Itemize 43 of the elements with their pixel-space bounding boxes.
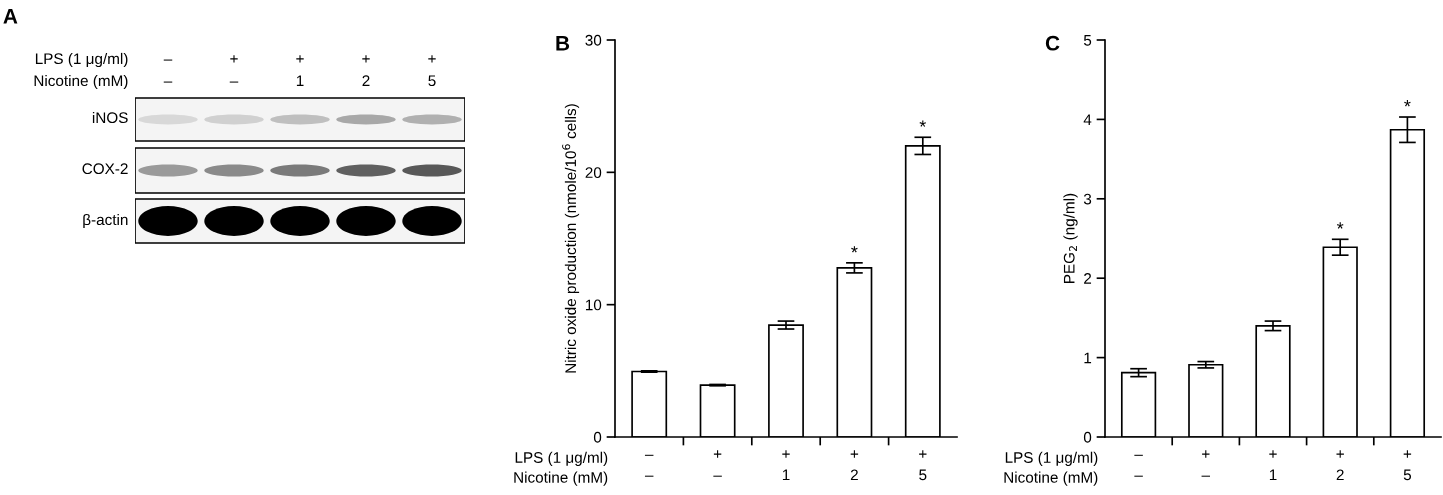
category-label: + –	[229, 55, 239, 83]
annotation: *	[851, 246, 858, 253]
y-tick-label: 3	[1083, 193, 1092, 205]
text: β-actin	[83, 213, 128, 229]
annotation: *	[919, 120, 927, 127]
x-tick-label: + 1	[1269, 450, 1277, 481]
chart-title: B	[556, 36, 570, 51]
text: iNOS	[92, 111, 128, 124]
text: LPS (1 μg/ml)	[515, 451, 608, 466]
category-label: + 1	[296, 55, 304, 86]
chart-title: C	[1045, 35, 1060, 51]
text: LPS (1 μg/ml)	[35, 52, 128, 68]
y-tick-label: 20	[585, 167, 602, 179]
y-tick-label: 10	[585, 299, 602, 311]
x-tick-label: + 5	[1403, 450, 1412, 481]
y-tick-label: 5	[1083, 35, 1092, 46]
y-tick-label: 0	[593, 431, 602, 443]
text: LPS (1 μg/ml)	[1005, 451, 1098, 466]
annotation: *	[1336, 222, 1344, 229]
y-tick-label: 0	[1083, 431, 1092, 443]
y-tick-label: 1	[1084, 352, 1092, 364]
category-label: – –	[1134, 454, 1143, 477]
category-label: – –	[644, 454, 654, 477]
category-label: – –	[163, 59, 173, 83]
category-label: + 2	[362, 55, 370, 86]
x-tick-label: + 1	[782, 450, 790, 481]
text: Nicotine (mM)	[34, 74, 128, 90]
text: Nicotine (mM)	[514, 471, 608, 486]
text: A	[3, 9, 18, 24]
text: Nicotine (mM)	[1004, 471, 1098, 486]
y-axis-title: PEG$_{2}$ (ng/ml)	[1063, 193, 1078, 283]
x-tick-label: + –	[713, 450, 722, 477]
y-tick-label: 30	[585, 34, 602, 46]
y-tick-label: 2	[1084, 273, 1092, 284]
y-tick-label: 4	[1083, 114, 1092, 125]
x-tick-label: + –	[1201, 450, 1211, 477]
x-tick-label: + 2	[1336, 450, 1344, 481]
category-label: + 5	[428, 55, 436, 87]
annotation: *	[1404, 100, 1411, 107]
y-axis-title: Nitric oxide production (nmole/10$^{6}$ cells)	[562, 104, 580, 373]
x-tick-label: + 2	[850, 450, 859, 481]
x-tick-label: + 5	[919, 450, 927, 481]
text: COX-2	[82, 163, 128, 175]
